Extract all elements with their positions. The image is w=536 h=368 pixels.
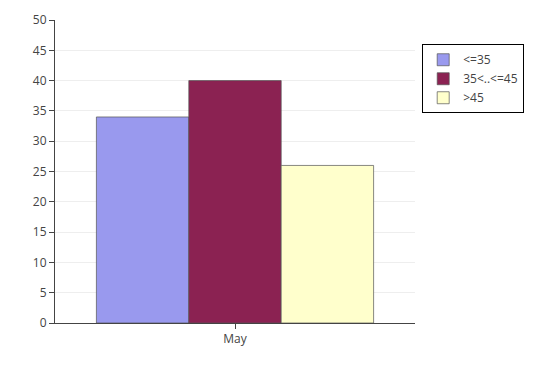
svg-text:50: 50 [33,11,47,28]
svg-text:15: 15 [33,223,47,240]
svg-text:>45: >45 [463,89,484,106]
svg-text:45: 45 [33,42,47,59]
svg-text:<=35: <=35 [463,51,491,68]
svg-text:25: 25 [33,163,47,180]
svg-text:30: 30 [33,132,47,149]
svg-text:5: 5 [40,284,47,301]
svg-text:0: 0 [40,314,47,331]
svg-text:10: 10 [33,254,47,271]
svg-text:40: 40 [33,72,47,89]
svg-text:20: 20 [33,193,47,210]
svg-text:35<..<=45: 35<..<=45 [463,70,517,87]
svg-text:35: 35 [33,102,47,119]
svg-text:May: May [223,330,247,347]
